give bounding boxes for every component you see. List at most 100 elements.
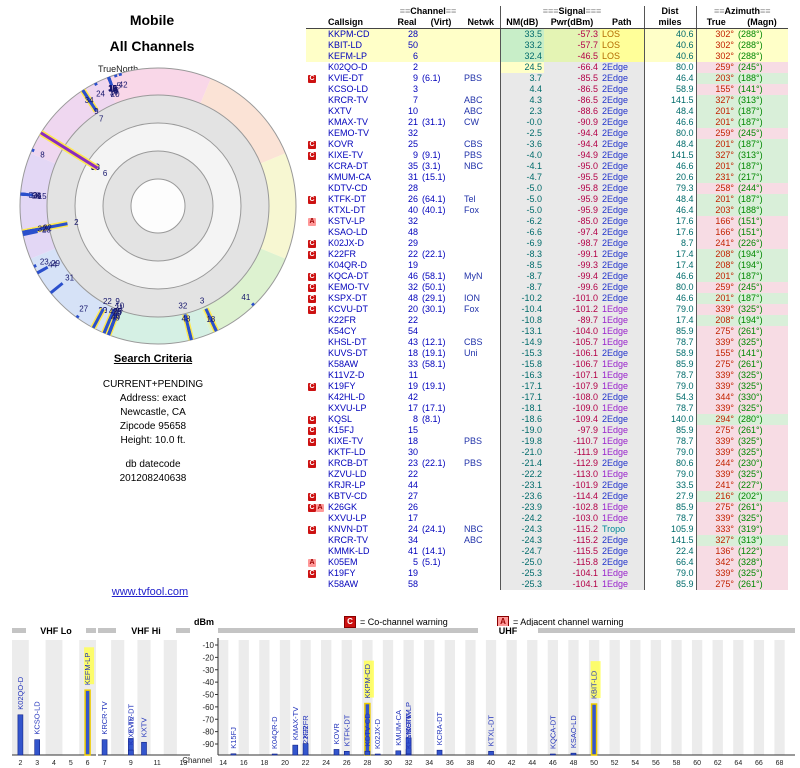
- power-cell: -115.8: [544, 557, 600, 568]
- distance-cell: 141.5: [643, 150, 696, 161]
- network-cell: PBS: [464, 73, 483, 83]
- nm-cell: -8.7: [499, 282, 544, 293]
- real-channel-cell: 8: [412, 414, 418, 424]
- path-cell: 2Edge: [600, 106, 644, 117]
- polar-channel-label: 18: [206, 315, 215, 324]
- true-azimuth-cell: 344°: [695, 392, 736, 403]
- network-cell: PBS: [464, 436, 483, 446]
- channel-stripe: [691, 640, 703, 755]
- power-cell: -107.1: [544, 370, 600, 381]
- callsign-cell: K05EM: [328, 557, 358, 567]
- channel-tick-label: 26: [343, 760, 351, 767]
- table-row: KRJR-LP 44 -23.1 -101.9 2Edge 33.5 241° (227°): [306, 480, 788, 491]
- legend-co-channel: C = Co-channel warning: [344, 616, 448, 628]
- distance-cell: 27.9: [643, 491, 696, 502]
- channel-stripe: [259, 640, 270, 755]
- warning-cell: C: [306, 73, 326, 84]
- channel-tick-label: 44: [528, 760, 536, 767]
- network-cell: [462, 403, 500, 414]
- polar-ring-outline: [102, 150, 214, 262]
- true-azimuth-cell: 201°: [695, 139, 736, 150]
- magnetic-azimuth-cell: (188°): [736, 205, 788, 216]
- network-cell: NBC: [464, 524, 484, 534]
- network-cell: PBS: [464, 150, 483, 160]
- power-cell: -85.0: [544, 216, 600, 227]
- power-cell: -112.9: [544, 458, 600, 469]
- channel-stripe: [137, 640, 151, 755]
- magnetic-azimuth-cell: (280°): [736, 414, 788, 425]
- signal-bar-label: KTXL-DT: [487, 715, 496, 747]
- polar-marker: [75, 314, 80, 319]
- true-azimuth-cell: 241°: [695, 480, 736, 491]
- network-cell: [462, 28, 500, 40]
- polar-marker: [20, 192, 27, 197]
- power-cell: -99.6: [544, 282, 600, 293]
- true-azimuth-cell: 208°: [695, 260, 736, 271]
- polar-channel-label: 22: [103, 297, 112, 306]
- callsign-cell: KMAX-TV: [328, 117, 369, 127]
- polar-ring-outline: [46, 94, 270, 318]
- polar-channel-label: 40: [109, 307, 118, 316]
- distance-cell: 79.0: [643, 568, 696, 579]
- network-cell: [462, 40, 500, 51]
- path-cell: 1Edge: [600, 513, 644, 524]
- channel-tick-label: 16: [240, 760, 248, 767]
- virtual-channel-cell: (64.1): [422, 194, 446, 204]
- virtual-channel-cell: [420, 139, 462, 150]
- path-cell: LOS: [600, 51, 644, 62]
- warning-cell: [306, 403, 326, 414]
- signal-bar: [34, 739, 41, 756]
- nm-cell: -19.8: [499, 436, 544, 447]
- real-channel-cell: 32: [407, 216, 418, 226]
- table-row: C K15FJ 15 -19.0 -97.9 1Edge 85.9 275° (261°): [306, 425, 788, 436]
- band-label-vhf-hi: VHF Hi: [116, 626, 176, 636]
- true-azimuth-cell: 339°: [695, 469, 736, 480]
- true-azimuth-cell: 203°: [695, 73, 736, 84]
- table-row: KCRA-DT 35 (3.1) NBC -4.1 -95.0 2Edge 46.6 201°(…: [306, 161, 788, 172]
- channel-stripe: [45, 640, 63, 755]
- path-cell: LOS: [600, 28, 644, 40]
- channel-tick-label: 5: [69, 760, 73, 767]
- power-cell: -97.9: [544, 425, 600, 436]
- path-cell: 2Edge: [600, 95, 644, 106]
- true-azimuth-cell: 155°: [695, 84, 736, 95]
- distance-cell: 78.7: [643, 337, 696, 348]
- path-cell: 2Edge: [600, 249, 644, 260]
- virtual-channel-cell: (14.1): [422, 546, 446, 556]
- network-cell: [462, 62, 500, 73]
- callsign-cell: KRJR-LP: [328, 480, 366, 490]
- table-row: KCSO-LD 3 4.4 -86.5 2Edge 58.9 155° (141°): [306, 84, 788, 95]
- warning-cell: [306, 370, 326, 381]
- channel-stripe: [12, 640, 29, 755]
- tvfool-link[interactable]: www.tvfool.com: [111, 586, 189, 598]
- distance-cell: 46.6: [643, 161, 696, 172]
- co-channel-warning-icon: C: [308, 151, 316, 160]
- co-channel-warning-icon: C: [308, 272, 316, 281]
- polar-ring: [131, 179, 185, 233]
- signal-bar: [292, 744, 299, 756]
- table-row: KHSL-DT 43 (12.1) CBS -14.9 -105.7 1Edge 78.7 33…: [306, 337, 788, 348]
- true-azimuth-cell: 201°: [695, 106, 736, 117]
- distance-cell: 40.6: [643, 40, 696, 51]
- nm-cell: -6.9: [499, 238, 544, 249]
- dbm-axis-label: dBm: [194, 617, 214, 627]
- polar-marker: [213, 326, 218, 332]
- signal-bar: [395, 750, 402, 756]
- true-azimuth-cell: 201°: [695, 293, 736, 304]
- network-cell: [462, 392, 500, 403]
- table-body: KKPM-CD 28 33.5 -57.3 LOS 40.6 302° (288°) KBIT-…: [306, 28, 788, 590]
- virtual-channel-cell: (30.1): [422, 304, 446, 314]
- bar-label-highlight: [363, 660, 374, 698]
- true-north-label: TrueNorth: [98, 64, 139, 74]
- power-cell: -104.0: [544, 326, 600, 337]
- path-cell: 1Edge: [600, 337, 644, 348]
- network-cell: CBS: [464, 337, 483, 347]
- signal-group-header: ≡≡≡Signal≡≡≡: [499, 6, 644, 17]
- callsign-cell: KSTV-LP: [328, 216, 366, 226]
- signal-bar: [488, 751, 494, 756]
- distance-cell: 85.9: [643, 326, 696, 337]
- channel-tick-label: 38: [467, 760, 475, 767]
- polar-channel-label: 32: [38, 225, 47, 234]
- polar-channel-label: 31: [65, 274, 74, 283]
- virtual-channel-cell: (6.1): [422, 73, 441, 83]
